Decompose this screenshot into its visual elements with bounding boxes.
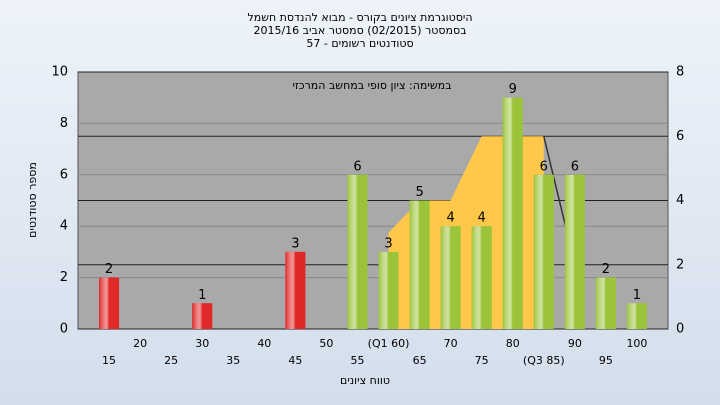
value-label: 1 — [198, 288, 206, 303]
value-label: 6 — [571, 159, 579, 174]
value-label: 6 — [540, 159, 548, 174]
value-label: 6 — [353, 159, 361, 174]
bar-shine — [564, 174, 585, 329]
y2-tick-label: 6 — [676, 129, 684, 144]
value-label: 2 — [105, 262, 113, 277]
value-label: 5 — [415, 185, 423, 200]
y-axis-label: מספר סטודנטים — [26, 162, 39, 238]
bar-shine — [192, 303, 213, 329]
x-tick-label: 30 — [195, 337, 209, 350]
x-tick-label: 95 — [599, 354, 613, 367]
y-tick-label: 4 — [60, 219, 68, 234]
value-label: 4 — [478, 211, 486, 226]
value-label: 1 — [633, 288, 641, 303]
x-tick-label: (Q3 85) — [523, 354, 565, 367]
value-label: 3 — [291, 236, 299, 251]
x-tick-label: 75 — [475, 354, 489, 367]
x-tick-label: 15 — [102, 354, 116, 367]
x-tick-label: 55 — [350, 354, 364, 367]
y-tick-label: 0 — [60, 322, 68, 337]
y-tick-label: 10 — [51, 65, 68, 80]
y-tick-label: 8 — [60, 116, 68, 131]
bar-shine — [409, 200, 430, 329]
bar-shine — [99, 277, 120, 329]
bar-shine — [378, 251, 399, 329]
chart-title: סטודנטים רשומים - 57 — [306, 37, 413, 50]
x-tick-label: 35 — [226, 354, 240, 367]
y-tick-label: 2 — [60, 270, 68, 285]
bar-shine — [440, 226, 461, 329]
x-tick-label: 50 — [319, 337, 333, 350]
x-tick-label: (Q1 60) — [368, 337, 410, 350]
chart-title: בסמסטר (02/2015) סמסטר אביב 2015/16 — [253, 24, 466, 37]
value-label: 3 — [384, 236, 392, 251]
y2-tick-label: 4 — [676, 193, 684, 208]
bar-shine — [347, 174, 368, 329]
y2-tick-label: 0 — [676, 322, 684, 337]
x-tick-label: 45 — [288, 354, 302, 367]
bar-shine — [533, 174, 554, 329]
value-label: 4 — [446, 211, 454, 226]
x-tick-label: 40 — [257, 337, 271, 350]
value-label: 2 — [602, 262, 610, 277]
x-tick-label: 65 — [413, 354, 427, 367]
bar-shine — [626, 303, 647, 329]
x-tick-label: 20 — [133, 337, 147, 350]
x-axis-label: טווח ציונים — [340, 374, 390, 387]
x-tick-label: 90 — [568, 337, 582, 350]
value-label: 9 — [509, 82, 517, 97]
x-tick-label: 100 — [626, 337, 647, 350]
chart-title: היסטוגרמת ציונים בקורס - מבוא להנדסת חשמ… — [247, 11, 472, 24]
y-tick-label: 6 — [60, 167, 68, 182]
bar-shine — [502, 97, 523, 329]
bar-shine — [471, 226, 492, 329]
bar-shine — [595, 277, 616, 329]
annotation: במשימה: ציון סופי במחשב המרכזי — [292, 79, 451, 92]
x-tick-label: 25 — [164, 354, 178, 367]
x-tick-label: 80 — [506, 337, 520, 350]
bar-shine — [285, 251, 306, 329]
x-tick-label: 70 — [444, 337, 458, 350]
y2-tick-label: 2 — [676, 257, 684, 272]
y2-tick-label: 8 — [676, 65, 684, 80]
